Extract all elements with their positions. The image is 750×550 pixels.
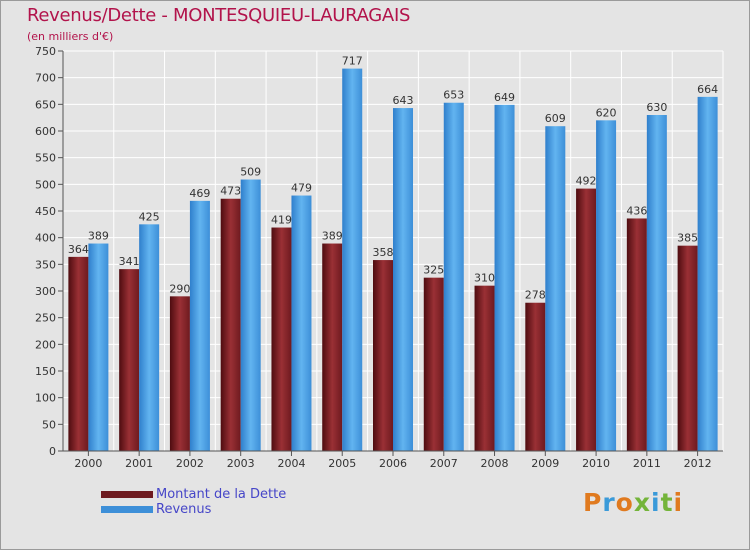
y-tick-label: 200: [35, 338, 56, 351]
data-label-dette: 358: [373, 246, 394, 259]
x-tick-label: 2000: [74, 457, 102, 470]
x-tick-label: 2006: [379, 457, 407, 470]
chart-title: Revenus/Dette - MONTESQUIEU-LAURAGAIS: [27, 5, 411, 26]
bar-revenus: [393, 108, 413, 452]
bar-revenus: [494, 104, 515, 451]
y-tick-label: 100: [35, 392, 56, 405]
data-label-revenus: 389: [88, 230, 109, 243]
y-tick-label: 550: [35, 152, 56, 165]
bar-revenus: [88, 243, 109, 451]
y-tick-label: 50: [42, 418, 56, 431]
y-tick-label: 600: [35, 125, 56, 138]
data-label-dette: 278: [525, 289, 546, 302]
data-label-revenus: 425: [139, 210, 160, 223]
bar-revenus: [545, 126, 566, 451]
legend-label-revenus: Revenus: [156, 502, 212, 517]
data-label-dette: 473: [220, 185, 241, 198]
data-label-dette: 290: [169, 282, 190, 295]
data-label-dette: 492: [576, 175, 597, 188]
y-tick-label: 0: [49, 445, 56, 458]
y-tick-label: 300: [35, 285, 56, 298]
legend-swatch-revenus: [101, 506, 153, 513]
bar-dette: [677, 245, 698, 451]
y-tick-label: 750: [35, 45, 56, 58]
x-tick-label: 2008: [481, 457, 509, 470]
y-tick-label: 350: [35, 258, 56, 271]
data-label-revenus: 509: [240, 166, 261, 179]
y-tick-label: 500: [35, 178, 56, 191]
x-tick-label: 2010: [582, 457, 610, 470]
data-label-revenus: 609: [545, 112, 566, 125]
bar-dette: [68, 256, 89, 451]
x-tick-label: 2007: [430, 457, 458, 470]
data-label-revenus: 479: [291, 182, 312, 195]
proxiti-logo: Proxiti: [583, 488, 684, 517]
data-label-revenus: 469: [189, 187, 210, 200]
bar-revenus: [189, 200, 210, 451]
bar-revenus: [443, 102, 464, 451]
y-tick-label: 650: [35, 98, 56, 111]
legend-swatch-dette: [101, 491, 153, 498]
data-label-revenus: 649: [494, 91, 515, 104]
bar-dette: [119, 269, 140, 451]
y-tick-label: 450: [35, 205, 56, 218]
x-tick-label: 2002: [176, 457, 204, 470]
data-label-dette: 419: [271, 214, 292, 227]
data-label-revenus: 664: [697, 83, 718, 96]
bar-dette: [169, 296, 190, 451]
data-label-dette: 310: [474, 272, 495, 285]
data-label-dette: 341: [119, 255, 140, 268]
y-tick-label: 250: [35, 312, 56, 325]
bar-revenus: [646, 115, 667, 451]
y-tick-label: 150: [35, 365, 56, 378]
x-tick-label: 2001: [125, 457, 153, 470]
bar-revenus: [240, 179, 261, 452]
legend-label-dette: Montant de la Dette: [156, 487, 287, 502]
bar-revenus: [291, 195, 312, 451]
data-label-revenus: 630: [646, 101, 667, 114]
x-tick-label: 2005: [328, 457, 356, 470]
x-tick-label: 2011: [633, 457, 661, 470]
x-tick-label: 2009: [531, 457, 559, 470]
bar-dette: [626, 218, 647, 451]
data-label-dette: 436: [626, 204, 647, 217]
bar-dette: [322, 243, 343, 451]
data-label-revenus: 643: [393, 94, 414, 107]
bar-dette: [423, 277, 444, 451]
data-label-revenus: 653: [443, 89, 464, 102]
x-tick-label: 2012: [684, 457, 712, 470]
y-tick-label: 700: [35, 72, 56, 85]
x-tick-label: 2004: [277, 457, 305, 470]
bar-revenus: [139, 224, 160, 451]
x-tick-label: 2003: [227, 457, 255, 470]
bar-dette: [576, 188, 597, 451]
y-tick-label: 400: [35, 232, 56, 245]
bar-dette: [474, 285, 495, 451]
data-label-revenus: 620: [596, 106, 617, 119]
data-label-dette: 364: [68, 243, 89, 256]
bar-dette: [271, 227, 292, 451]
data-label-dette: 389: [322, 230, 343, 243]
data-label-dette: 325: [423, 264, 444, 277]
bar-dette: [220, 198, 241, 451]
bar-revenus: [342, 68, 363, 451]
bar-revenus: [596, 120, 617, 451]
chart-unit-label: (en milliers d'€): [27, 30, 114, 43]
bar-dette: [525, 302, 546, 451]
data-label-dette: 385: [677, 232, 698, 245]
bar-revenus: [697, 96, 718, 451]
bar-dette: [373, 260, 393, 451]
data-label-revenus: 717: [342, 55, 363, 68]
